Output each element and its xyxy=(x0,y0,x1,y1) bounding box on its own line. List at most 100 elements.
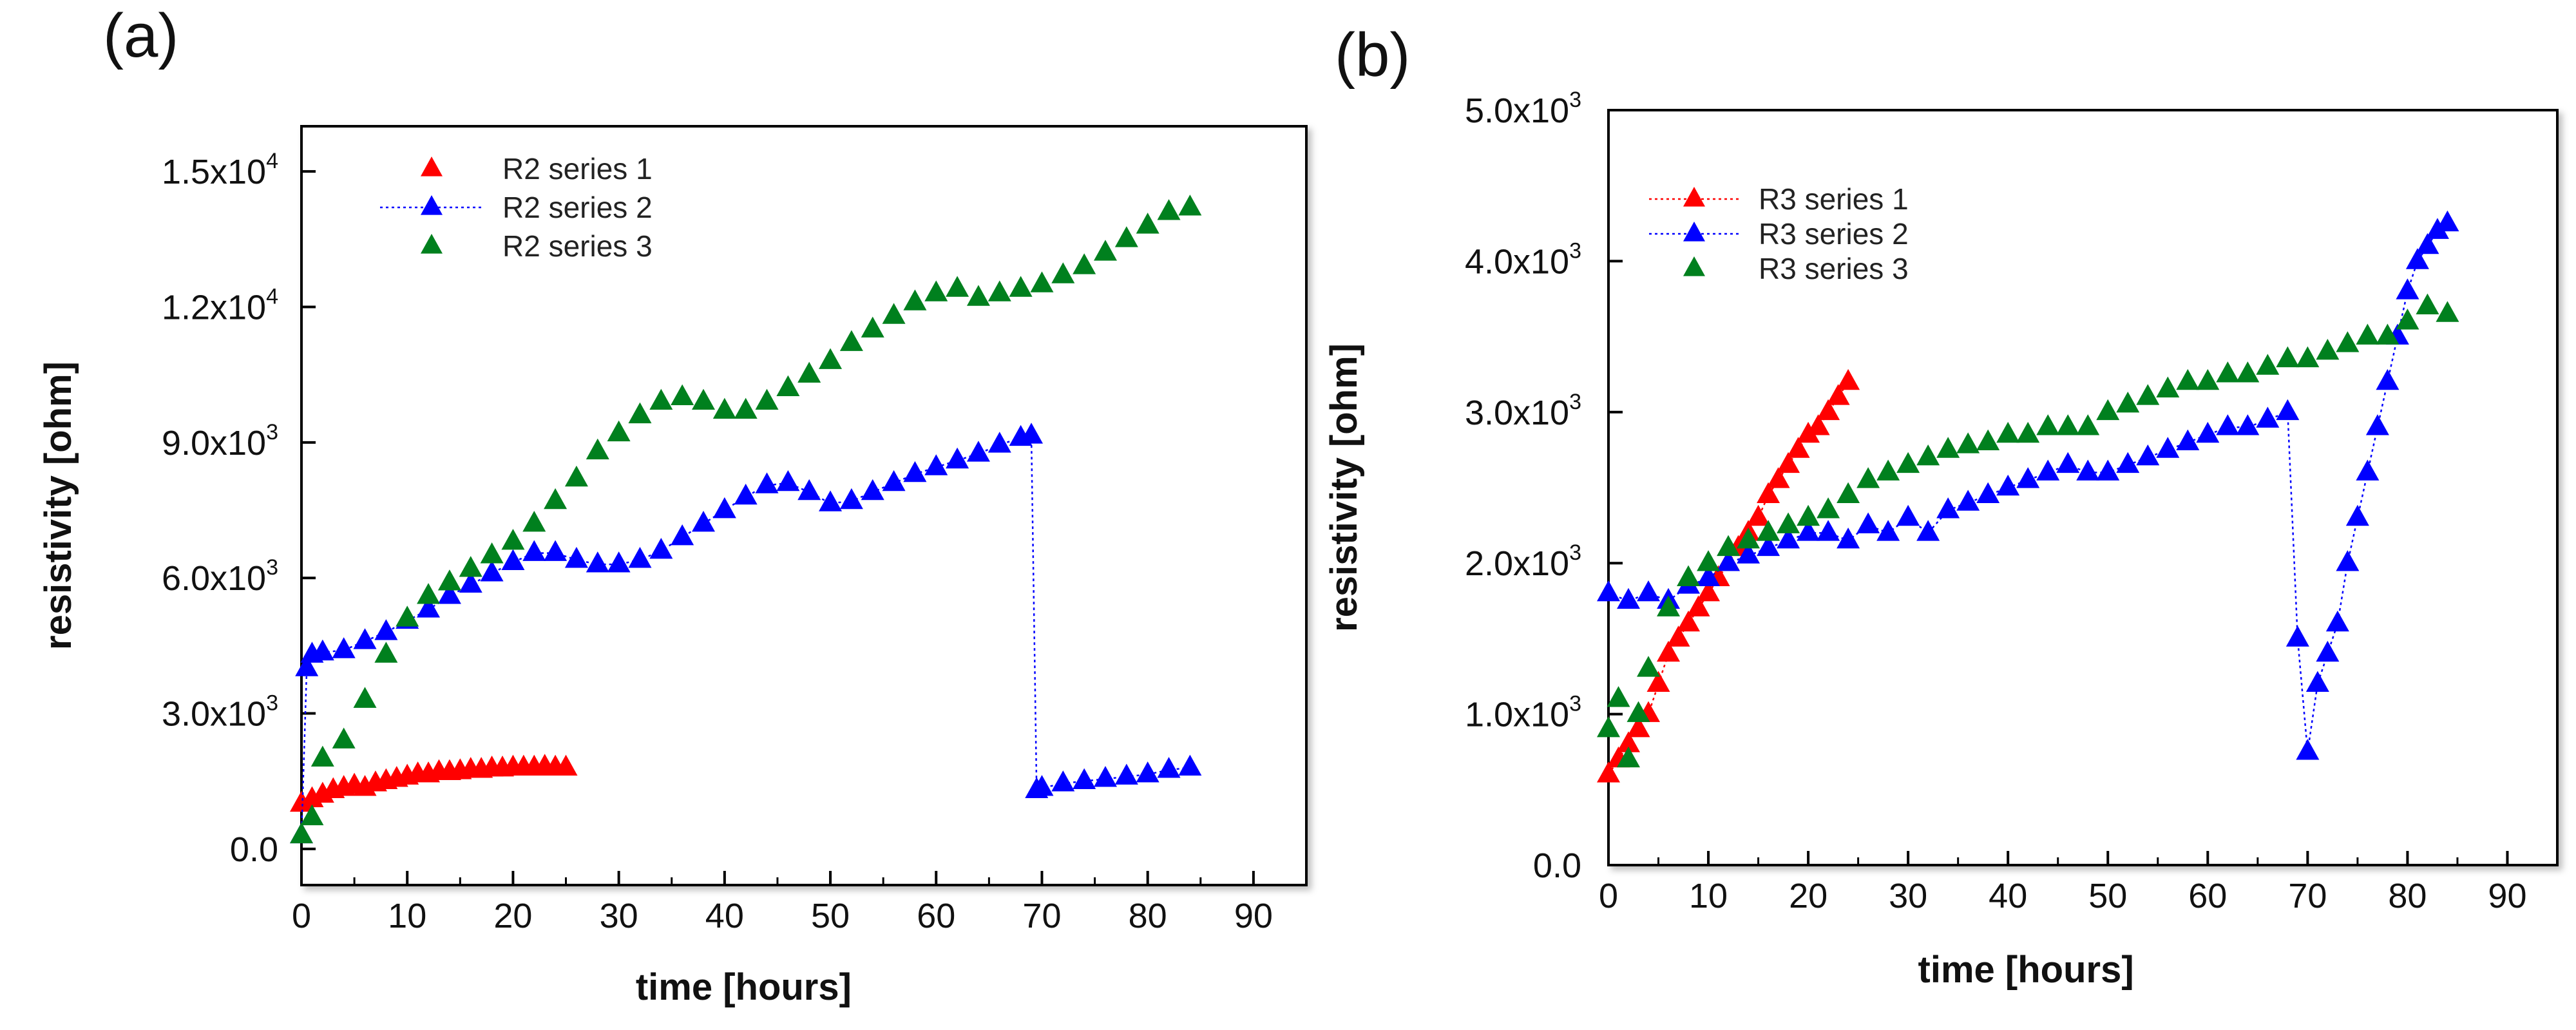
data-point xyxy=(1114,763,1138,785)
data-point xyxy=(1157,199,1181,220)
x-tick-label-b: 80 xyxy=(2388,877,2427,915)
data-point xyxy=(459,556,482,577)
data-point xyxy=(396,606,419,627)
data-point xyxy=(2236,361,2260,383)
data-point xyxy=(2196,421,2220,443)
data-point xyxy=(1637,580,1661,602)
x-tick-label-b: 30 xyxy=(1889,877,1927,915)
x-tick-label-b: 40 xyxy=(1989,877,2027,915)
data-point xyxy=(692,510,715,532)
data-point xyxy=(2256,406,2280,428)
data-point xyxy=(2116,452,2140,473)
data-point xyxy=(437,583,461,604)
data-point xyxy=(2216,414,2240,435)
data-point xyxy=(310,639,334,661)
panel-label-b: (b) xyxy=(1335,21,1410,90)
y-tick-label-b: 4.0x103 xyxy=(1465,238,1581,281)
data-point xyxy=(1817,520,1840,541)
data-point xyxy=(628,547,652,568)
data-point xyxy=(1817,399,1840,421)
data-point xyxy=(1136,213,1159,234)
series-a-2 xyxy=(290,423,1202,844)
legend-marker-a-2 xyxy=(421,195,443,215)
data-point xyxy=(480,542,504,564)
plot-area-a xyxy=(300,125,1308,886)
x-tick-label-a: 20 xyxy=(493,897,532,935)
x-axis-title-b: time [hours] xyxy=(1918,949,2134,991)
x-tick-label-b: 90 xyxy=(2488,877,2526,915)
data-point xyxy=(2376,368,2399,390)
data-point xyxy=(1666,625,1690,647)
data-point xyxy=(374,619,398,640)
data-point xyxy=(1956,432,1980,453)
data-point xyxy=(1697,550,1721,571)
data-point xyxy=(755,472,779,493)
data-point xyxy=(1737,542,1760,564)
data-point xyxy=(1856,467,1880,488)
data-point xyxy=(734,397,758,419)
data-point xyxy=(1737,527,1760,549)
data-point xyxy=(332,727,356,749)
data-point xyxy=(1817,497,1840,519)
data-point xyxy=(1837,482,1860,504)
data-point xyxy=(2016,467,2040,488)
data-point xyxy=(776,375,800,397)
data-point xyxy=(2016,421,2040,443)
data-point xyxy=(924,280,948,301)
x-tick-label-b: 70 xyxy=(2288,877,2327,915)
data-point xyxy=(1876,459,1900,481)
data-point xyxy=(692,388,715,410)
data-point xyxy=(797,361,821,383)
data-point xyxy=(946,276,969,297)
data-point xyxy=(1826,384,1850,405)
data-point xyxy=(300,804,324,826)
data-point xyxy=(1607,686,1630,707)
data-point xyxy=(2365,414,2389,435)
data-point xyxy=(1094,240,1117,261)
y-tick-label-a: 1.5x104 xyxy=(162,149,278,191)
data-point xyxy=(1746,504,1770,526)
data-point xyxy=(2356,323,2380,345)
data-point xyxy=(1617,587,1641,609)
data-point xyxy=(1996,474,2020,496)
y-tick-label-a: 9.0x103 xyxy=(162,420,278,463)
data-point xyxy=(1686,595,1710,616)
data-point xyxy=(1697,565,1721,586)
data-point xyxy=(374,642,398,663)
data-point xyxy=(987,280,1011,301)
legend-marker-a-1 xyxy=(421,157,443,176)
data-point xyxy=(332,637,356,658)
y-tick-label-b: 5.0x103 xyxy=(1465,88,1581,130)
x-tick-label-b: 60 xyxy=(2188,877,2227,915)
data-point xyxy=(839,330,863,351)
data-point xyxy=(2296,739,2320,760)
data-point xyxy=(2436,301,2459,322)
y-axis-title-b: resistivity [ohm] xyxy=(1323,343,1365,632)
data-point xyxy=(966,285,990,306)
data-point xyxy=(924,454,948,475)
data-point xyxy=(882,470,906,491)
data-point xyxy=(1766,467,1790,488)
data-point xyxy=(1030,271,1054,292)
data-point xyxy=(1757,535,1780,557)
x-tick-label-a: 10 xyxy=(388,897,426,935)
data-point xyxy=(966,441,990,462)
data-point xyxy=(2056,414,2080,435)
data-point xyxy=(2305,671,2329,692)
data-point xyxy=(1896,504,1920,526)
x-tick-label-a: 50 xyxy=(811,897,850,935)
data-point xyxy=(586,438,609,460)
data-point xyxy=(1073,253,1096,274)
data-point xyxy=(2176,368,2200,390)
y-tick-label-a: 3.0x103 xyxy=(162,691,278,734)
x-tick-label-a: 60 xyxy=(917,897,955,935)
data-point xyxy=(1073,768,1096,790)
data-point xyxy=(1777,527,1800,549)
data-point xyxy=(2236,414,2260,435)
data-point xyxy=(1677,565,1701,586)
series-a-1 xyxy=(290,754,578,812)
data-point xyxy=(2136,444,2160,466)
legend-label-b-3: R3 series 3 xyxy=(1759,252,1909,285)
data-point xyxy=(1896,452,1920,473)
data-point xyxy=(290,822,313,844)
